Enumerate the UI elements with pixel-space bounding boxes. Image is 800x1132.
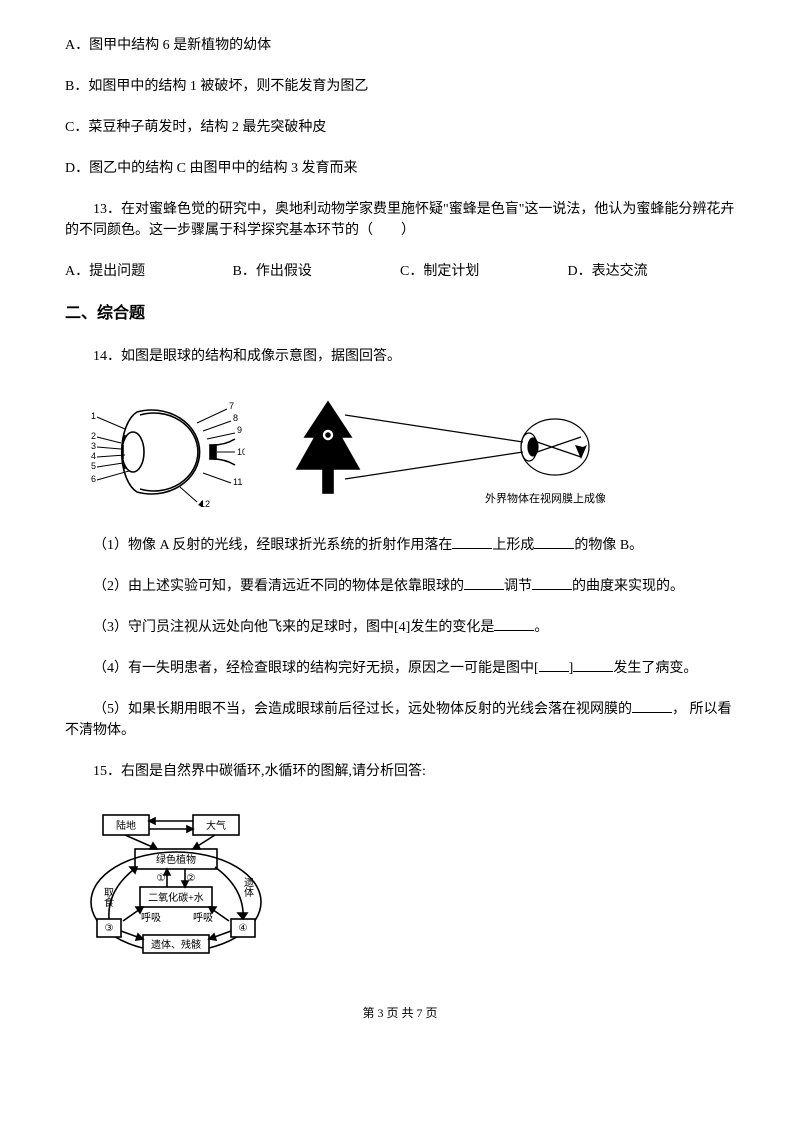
q14-sub3: （3）守门员注视从远处向他飞来的足球时，图中[4]发生的变化是 。 [65,617,735,638]
carbon-cycle-diagram: 陆地 大气 绿色植物 二氧化碳+水 ① ② 取食 遗体 ③ ④ 呼吸 呼吸 遗体… [85,807,295,967]
q14-sub4-a: （4）有一失明患者，经检查眼球的结构完好无损，原因之一可能是图中[ [93,661,539,676]
q14-sub2: （2）由上述实验可知，要看清远近不同的物体是依靠眼球的 调节 的曲度来实现的。 [65,576,735,597]
option-b: B．如图甲中的结构 1 被破坏，则不能发育为图乙 [65,76,735,97]
diagram-caption: 外界物体在视网膜上成像示意图 [485,491,605,505]
svg-text:3: 3 [91,441,96,451]
footer-left: 第 [362,1006,374,1020]
question-13-options: A．提出问题 B．作出假设 C．制定计划 D．表达交流 [65,261,735,282]
q14-sub4-c: 发生了病变。 [613,661,697,676]
svg-text:8: 8 [233,413,238,423]
svg-text:2: 2 [91,431,96,441]
image-formation-diagram: 外界物体在视网膜上成像示意图 [285,387,605,517]
q14-sub2-c: 的曲度来实现的。 [572,579,684,594]
q14-sub2-b: 调节 [504,579,532,594]
svg-text:7: 7 [229,401,234,411]
svg-text:11: 11 [233,477,242,487]
label-land: 陆地 [116,819,136,832]
option-d: D．图乙中的结构 C 由图甲中的结构 3 发育而来 [65,158,735,179]
label-eat: 取食 [102,887,114,908]
q14-sub4: （4）有一失明患者，经检查眼球的结构完好无损，原因之一可能是图中[]发生了病变。 [65,658,735,679]
svg-text:1: 1 [91,411,96,421]
option-a: A．图甲中结构 6 是新植物的幼体 [65,35,735,56]
footer-total: 7 [417,1006,423,1020]
label-remains: 遗体、残骸 [151,938,201,951]
question-13-text: 13．在对蜜蜂色觉的研究中，奥地利动物学家费里施怀疑"蜜蜂是色盲"这一说法，他认… [65,199,735,241]
q13-opt-b: B．作出假设 [233,261,401,282]
label-n2: ② [187,873,196,884]
page-footer: 第 3 页 共 7 页 [65,1004,735,1022]
label-breath2: 呼吸 [193,912,213,924]
q14-sub3-a: （3）守门员注视从远处向他飞来的足球时，图中[4]发生的变化是 [93,620,494,635]
svg-text:10: 10 [237,447,245,457]
label-atmo: 大气 [206,819,226,832]
option-c: C．菜豆种子萌发时，结构 2 最先突破种皮 [65,117,735,138]
svg-text:6: 6 [91,474,96,484]
q14-sub3-b: 。 [534,620,548,635]
q14-sub1: （1）物像 A 反射的光线，经眼球折光系统的折射作用落在 上形成 的物像 B。 [65,535,735,556]
q14-sub1-b: 上形成 [492,538,534,553]
svg-text:4: 4 [91,451,96,461]
eye-structure-diagram: 1 2 3 4 5 6 7 8 9 10 11 12 [85,387,245,517]
q14-sub1-a: （1）物像 A 反射的光线，经眼球折光系统的折射作用落在 [93,538,452,553]
label-n1: ① [157,873,166,884]
footer-mid: 页 共 [386,1006,413,1020]
label-breath1: 呼吸 [141,912,161,924]
svg-text:9: 9 [237,425,242,435]
q13-opt-a: A．提出问题 [65,261,233,282]
question-14-intro: 14．如图是眼球的结构和成像示意图，据图回答。 [65,346,735,367]
section-2-title: 二、综合题 [65,302,735,326]
question-15-intro: 15．右图是自然界中碳循环,水循环的图解,请分析回答: [65,761,735,782]
q14-figure-row: 1 2 3 4 5 6 7 8 9 10 11 12 [85,387,735,517]
label-n3: ③ [105,923,114,934]
footer-page: 3 [377,1006,383,1020]
q13-opt-c: C．制定计划 [400,261,568,282]
q14-sub5: （5）如果长期用眼不当，会造成眼球前后径过长，远处物体反射的光线会落在视网膜的，… [65,699,735,741]
label-co2: 二氧化碳+水 [148,891,204,904]
q14-sub2-a: （2）由上述实验可知，要看清远近不同的物体是依靠眼球的 [93,579,464,594]
q13-opt-d: D．表达交流 [568,261,736,282]
q14-sub1-c: 的物像 B。 [574,538,643,553]
q14-sub5-a: （5）如果长期用眼不当，会造成眼球前后径过长，远处物体反射的光线会落在视网膜的 [93,702,632,717]
footer-right: 页 [426,1006,438,1020]
svg-text:5: 5 [91,461,96,471]
label-plant: 绿色植物 [156,853,196,866]
label-n4: ④ [239,923,248,934]
label-remain: 遗体 [242,876,254,898]
